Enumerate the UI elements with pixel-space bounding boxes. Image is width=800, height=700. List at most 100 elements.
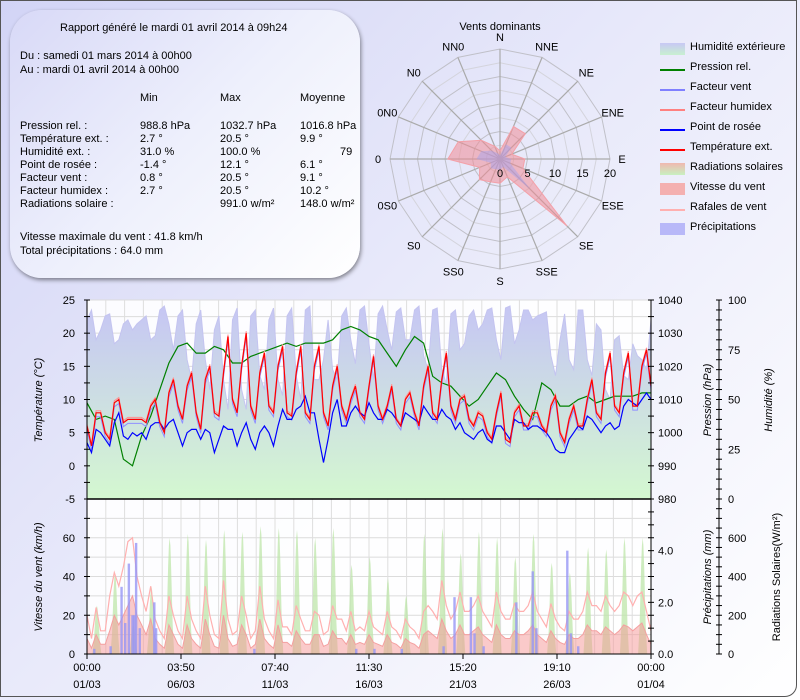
report-from: Du : samedi 01 mars 2014 à 00h00	[20, 50, 192, 62]
time-tick-label: 11:30	[356, 662, 383, 674]
radar-direction-label: ESE	[602, 201, 624, 213]
report-avg: 148.0 w/m²	[300, 198, 355, 210]
col-max: Max	[220, 92, 241, 104]
time-tick-label: 00:00	[637, 662, 665, 674]
wind-tick-label: 60	[63, 533, 75, 545]
report-to: Au : mardi 01 avril 2014 à 00h00	[20, 64, 179, 76]
pressure-tick-label: 1000	[658, 428, 682, 440]
radar-spoke	[499, 116, 602, 160]
pressure-tick-label: 1030	[658, 328, 682, 340]
legend-label: Point de rosée	[690, 121, 761, 133]
precipitation-bar	[442, 646, 445, 654]
report-max: 991.0 w/m²	[220, 198, 275, 210]
precipitation-bar	[109, 646, 112, 654]
report-generated: Rapport généré le mardi 01 avril 2014 à …	[60, 22, 288, 34]
precipitation-bar	[253, 648, 256, 654]
temp-tick-label: 25	[63, 295, 75, 307]
report-avg: 9.1 °	[300, 172, 323, 184]
radar-wind-area	[447, 125, 568, 227]
legend-item: Température ext.	[660, 140, 800, 156]
solar-radiation-area	[237, 531, 247, 654]
radar-direction-label: NNE	[535, 41, 558, 53]
time-tick-label: 19:10	[543, 662, 571, 674]
solar-radiation-area	[383, 578, 393, 654]
precipitation-bar	[473, 633, 476, 654]
solar-radiation-area	[328, 528, 338, 654]
precipitation-bar	[577, 646, 580, 654]
radar-direction-label: N0	[407, 68, 421, 80]
legend-label: Rafales de vent	[690, 201, 767, 213]
legend-swatch	[660, 69, 685, 71]
report-label: Facteur vent :	[20, 172, 88, 184]
precip-tick-label: 4.0	[658, 546, 673, 558]
time-tick-label: 15:20	[449, 662, 477, 674]
precipitation-bar	[93, 648, 96, 654]
date-tick-label: 26/03	[543, 679, 571, 691]
report-max: 12.1 °	[220, 159, 249, 171]
report-label: Facteur humidex :	[20, 185, 109, 197]
precipitation-bar	[566, 550, 569, 654]
legend-swatch	[660, 163, 685, 175]
wind-tick-label: 0	[69, 649, 75, 661]
report-panel: Rapport généré le mardi 01 avril 2014 à …	[10, 10, 360, 278]
legend-label: Radiations solaires	[690, 161, 783, 173]
radar-direction-label: SSE	[536, 267, 558, 279]
precipitation-bar	[124, 623, 127, 654]
precipitation-bar	[453, 597, 456, 654]
date-tick-label: 11/03	[262, 679, 289, 691]
radar-tick-label: 5	[524, 168, 530, 180]
wind-axis-title: Vitesse du vent (km/h)	[33, 522, 45, 632]
pressure-axis-title: Pression (hPa)	[702, 363, 714, 436]
humidity-tick-label: 75	[728, 345, 740, 357]
legend-item: Humidité extérieure	[660, 40, 800, 56]
date-tick-label: 01/04	[637, 679, 665, 691]
precip-tick-label: 0.0	[658, 649, 673, 661]
legend-item: Précipitations	[660, 220, 800, 236]
temp-tick-label: -5	[65, 494, 75, 506]
radar-direction-label: N	[496, 32, 504, 44]
temp-tick-label: 5	[69, 428, 75, 440]
legend-swatch	[660, 149, 685, 151]
precipitation-bar	[482, 646, 485, 654]
report-label: Pression rel. :	[20, 120, 88, 132]
col-min: Min	[140, 92, 158, 104]
humidity-tick-label: 50	[728, 395, 740, 407]
precipitation-bar	[153, 602, 156, 654]
precipitation-bar	[127, 563, 131, 654]
radar-direction-label: SE	[579, 240, 594, 252]
pressure-tick-label: 980	[658, 494, 676, 506]
precipitation-bar	[131, 615, 134, 654]
report-max-wind: Vitesse maximale du vent : 41.8 km/h	[20, 231, 203, 243]
report-label: Humidité ext. :	[20, 146, 91, 158]
radar-title: Vents dominants	[459, 21, 541, 33]
solar-tick-label: 200	[728, 610, 746, 622]
radar-direction-label: 0N0	[377, 107, 397, 119]
report-max: 100.0 %	[220, 146, 261, 158]
report-min: 2.7 °	[140, 133, 163, 145]
temperature-line	[86, 333, 652, 447]
pressure-tick-label: 990	[658, 461, 676, 473]
solar-radiation-area	[292, 530, 302, 654]
humidity-tick-label: 100	[728, 295, 746, 307]
temperature-axis-title: Température (°C)	[33, 357, 45, 442]
radar-direction-label: SS0	[443, 267, 464, 279]
legend-item: Rafales de vent	[660, 200, 800, 216]
solar-radiation-area	[310, 537, 320, 654]
time-tick-label: 03:50	[167, 662, 195, 674]
solar-radiation-area	[547, 562, 557, 654]
legend-swatch	[660, 43, 685, 55]
humidity-axis-title: Humidité (%)	[763, 368, 775, 432]
radar-direction-label: ENE	[601, 107, 624, 119]
solar-axis-title: Radiations Solaires(W/m²)	[771, 513, 783, 641]
report-avg: 79	[340, 146, 353, 158]
radar-tick-label: 20	[604, 168, 616, 180]
radar-direction-label: S	[496, 276, 503, 288]
report-min: 0.8 °	[140, 172, 163, 184]
temp-tick-label: 20	[63, 328, 75, 340]
precipitation-bar	[373, 648, 376, 654]
report-label: Température ext. :	[20, 133, 109, 145]
precipitation-bar	[515, 602, 518, 654]
legend-swatch	[660, 223, 685, 235]
legend-label: Précipitations	[690, 221, 757, 233]
